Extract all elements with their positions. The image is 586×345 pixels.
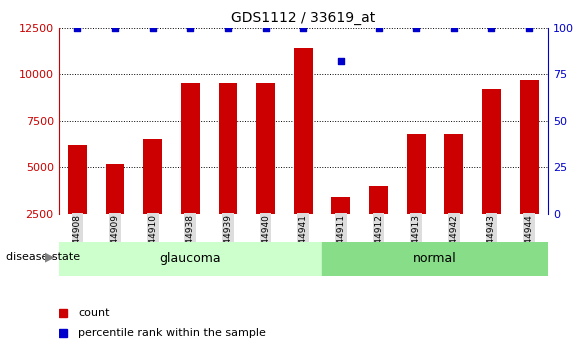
Bar bbox=[369, 186, 388, 260]
Text: GSM44938: GSM44938 bbox=[186, 214, 195, 263]
Bar bbox=[294, 48, 313, 260]
Text: GSM44941: GSM44941 bbox=[299, 214, 308, 263]
Text: disease state: disease state bbox=[6, 252, 80, 262]
Text: ▶: ▶ bbox=[45, 250, 54, 264]
Point bbox=[298, 25, 308, 30]
Bar bbox=[219, 83, 237, 260]
Text: GSM44908: GSM44908 bbox=[73, 214, 82, 263]
Bar bbox=[520, 80, 539, 260]
Text: glaucoma: glaucoma bbox=[159, 252, 221, 265]
Point bbox=[110, 25, 120, 30]
Point bbox=[223, 25, 233, 30]
Text: count: count bbox=[78, 308, 110, 317]
Text: GSM44910: GSM44910 bbox=[148, 214, 157, 263]
Point bbox=[374, 25, 383, 30]
Text: GSM44943: GSM44943 bbox=[487, 214, 496, 263]
Bar bbox=[181, 83, 200, 260]
Bar bbox=[407, 134, 425, 260]
Bar bbox=[144, 139, 162, 260]
Point bbox=[336, 58, 346, 64]
Text: GSM44911: GSM44911 bbox=[336, 214, 345, 263]
Title: GDS1112 / 33619_at: GDS1112 / 33619_at bbox=[231, 11, 376, 25]
Bar bbox=[322, 241, 548, 276]
Point bbox=[449, 25, 458, 30]
Text: normal: normal bbox=[413, 252, 457, 265]
Point bbox=[73, 25, 82, 30]
Text: GSM44939: GSM44939 bbox=[223, 214, 233, 263]
Text: GSM44912: GSM44912 bbox=[374, 214, 383, 263]
Text: GSM44913: GSM44913 bbox=[412, 214, 421, 263]
Text: GSM44944: GSM44944 bbox=[524, 214, 534, 263]
Point bbox=[261, 25, 270, 30]
Point bbox=[524, 25, 534, 30]
Text: GSM44909: GSM44909 bbox=[111, 214, 120, 263]
Point bbox=[411, 25, 421, 30]
Bar bbox=[68, 145, 87, 260]
Text: GSM44940: GSM44940 bbox=[261, 214, 270, 263]
Text: percentile rank within the sample: percentile rank within the sample bbox=[78, 328, 266, 338]
Bar bbox=[332, 197, 350, 260]
Text: GSM44942: GSM44942 bbox=[449, 214, 458, 263]
Point bbox=[148, 25, 158, 30]
Bar bbox=[444, 134, 463, 260]
Bar bbox=[59, 241, 322, 276]
Point bbox=[186, 25, 195, 30]
Point bbox=[487, 25, 496, 30]
Bar bbox=[256, 83, 275, 260]
Bar bbox=[482, 89, 501, 260]
Bar bbox=[105, 164, 124, 260]
